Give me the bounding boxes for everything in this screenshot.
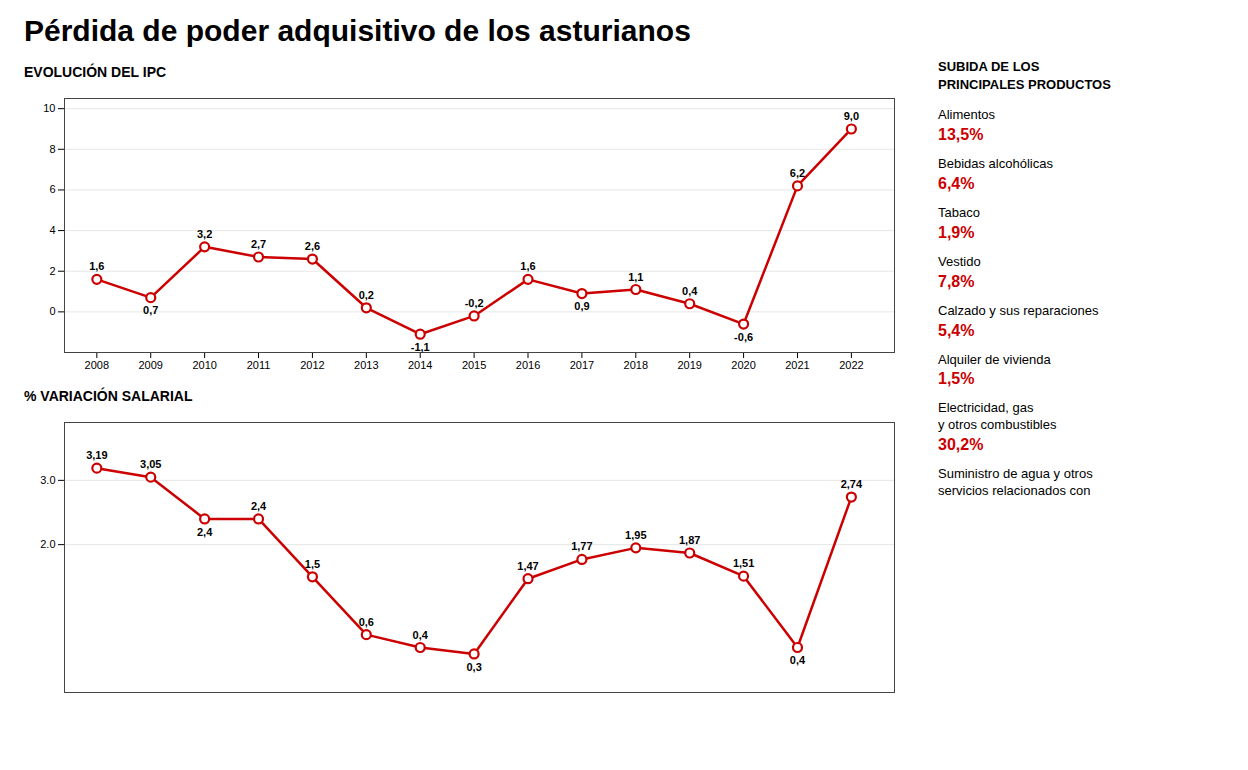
svg-text:1,87: 1,87	[679, 534, 700, 546]
html-text:5,4%: 5,4%	[938, 321, 975, 339]
svg-text:1,6: 1,6	[89, 260, 104, 272]
html-text:SUBIDA DE LOS PRINCIPALES PROD: SUBIDA DE LOS PRINCIPALES PRODUCTOS	[938, 59, 1111, 92]
html-text:% VARIACIÓN SALARIAL: % VARIACIÓN SALARIAL	[24, 388, 193, 404]
svg-text:-0,6: -0,6	[734, 331, 753, 343]
svg-text:3,2: 3,2	[197, 228, 212, 240]
svg-text:0,4: 0,4	[413, 629, 429, 641]
svg-text:0,9: 0,9	[574, 300, 589, 312]
html-text:13,5%: 13,5%	[938, 126, 984, 143]
svg-text:0,6: 0,6	[359, 616, 374, 628]
html-text:1,5%: 1,5%	[938, 370, 975, 388]
svg-text:2017: 2017	[570, 359, 594, 371]
svg-text:1,1: 1,1	[628, 271, 643, 283]
svg-text:2011: 2011	[247, 359, 271, 371]
svg-text:2010: 2010	[192, 359, 216, 371]
svg-text:6: 6	[49, 183, 55, 195]
svg-text:2008: 2008	[85, 359, 109, 371]
html-text:1,9%: 1,9%	[938, 223, 975, 241]
svg-text:1,77: 1,77	[571, 540, 592, 552]
html-text:6,4%: 6,4%	[938, 174, 975, 192]
svg-text:2009: 2009	[138, 359, 162, 371]
svg-text:0: 0	[49, 305, 55, 317]
svg-text:8: 8	[49, 143, 55, 155]
html-text:Alimentos: Alimentos	[938, 107, 996, 123]
svg-text:-1,1: -1,1	[411, 341, 430, 353]
svg-text:2014: 2014	[408, 359, 432, 371]
svg-text:2015: 2015	[462, 359, 486, 371]
svg-text:1,47: 1,47	[517, 560, 538, 572]
svg-text:2: 2	[49, 265, 55, 277]
svg-text:2,7: 2,7	[251, 238, 266, 250]
html-text:Alquiler de vivienda: Alquiler de vivienda	[938, 351, 1051, 367]
svg-text:9,0: 9,0	[844, 110, 859, 122]
html-text:Tabaco: Tabaco	[938, 204, 980, 220]
svg-text:0,2: 0,2	[359, 289, 374, 301]
svg-text:2018: 2018	[624, 359, 648, 371]
svg-text:0,3: 0,3	[466, 661, 481, 673]
html-text:Calzado y sus reparaciones: Calzado y sus reparaciones	[938, 302, 1099, 318]
svg-text:-0,2: -0,2	[465, 297, 484, 309]
html-text:EVOLUCIÓN DEL IPC: EVOLUCIÓN DEL IPC	[24, 64, 167, 80]
svg-text:2,4: 2,4	[251, 500, 267, 512]
svg-text:2016: 2016	[516, 359, 540, 371]
svg-text:10: 10	[43, 102, 55, 114]
html-text:Suministro de agua y otros ser: Suministro de agua y otros servicios rel…	[938, 466, 1093, 499]
svg-text:1,51: 1,51	[733, 557, 754, 569]
svg-text:0,4: 0,4	[682, 285, 698, 297]
svg-text:2,74: 2,74	[841, 478, 863, 490]
svg-text:2020: 2020	[731, 359, 755, 371]
svg-text:2,6: 2,6	[305, 240, 320, 252]
svg-text:2022: 2022	[839, 359, 863, 371]
svg-text:1,95: 1,95	[625, 529, 646, 541]
html-text:Vestido: Vestido	[938, 253, 981, 269]
html-text:Pérdida de poder adquisitivo d: Pérdida de poder adquisitivo de los astu…	[24, 14, 691, 47]
svg-text:2,4: 2,4	[197, 526, 213, 538]
svg-text:1,5: 1,5	[305, 558, 320, 570]
html-text:Bebidas alcohólicas: Bebidas alcohólicas	[938, 156, 1053, 171]
svg-text:1,6: 1,6	[520, 260, 535, 272]
svg-text:6,2: 6,2	[790, 167, 805, 179]
svg-text:3,05: 3,05	[140, 458, 161, 470]
svg-text:2021: 2021	[785, 359, 809, 371]
svg-text:0,7: 0,7	[143, 304, 158, 316]
svg-text:4: 4	[49, 224, 55, 236]
svg-text:3.0: 3.0	[40, 474, 55, 486]
svg-text:2019: 2019	[677, 359, 701, 371]
svg-text:2013: 2013	[354, 359, 378, 371]
svg-text:2.0: 2.0	[40, 538, 55, 550]
html-text:30,2%: 30,2%	[938, 436, 984, 454]
svg-text:2012: 2012	[300, 359, 324, 371]
html-text:7,8%: 7,8%	[938, 272, 975, 290]
svg-text:3,19: 3,19	[86, 449, 107, 461]
svg-text:0,4: 0,4	[790, 654, 806, 666]
html-text:Electricidad, gas y otros comb: Electricidad, gas y otros combustibles	[938, 400, 1057, 433]
